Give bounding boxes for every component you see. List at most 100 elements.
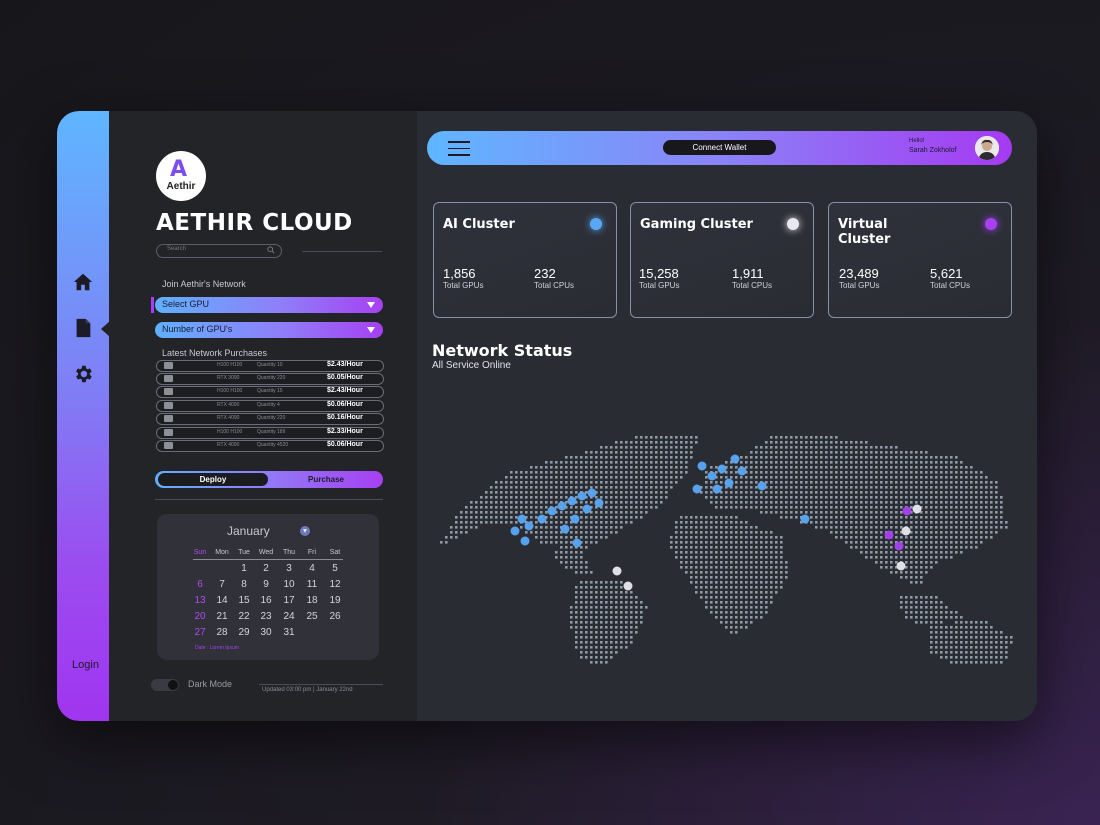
user-avatar-icon [975, 136, 999, 160]
calendar-day[interactable]: 13 [194, 595, 206, 606]
purchase-row[interactable]: H100 H100 Quantity 189 $2.33/Hour [156, 427, 384, 439]
calendar-day[interactable]: 6 [197, 579, 203, 590]
document-icon[interactable] [72, 317, 94, 339]
gpu-chip-icon [164, 442, 173, 449]
purchase-price: $2.43/Hour [327, 387, 363, 394]
gpu-chip-icon [164, 362, 173, 369]
latest-purchases-label: Latest Network Purchases [162, 348, 268, 358]
purchase-quantity: Quantity 15 [257, 388, 283, 394]
cluster-card-ai[interactable]: AI Cluster 1,856 Total GPUs 232 Total CP… [433, 202, 617, 318]
gpu-chip-icon [164, 388, 173, 395]
calendar-day[interactable]: 28 [216, 627, 228, 638]
purchase-price: $0.06/Hour [327, 441, 363, 448]
select-gpu-label: Select GPU [162, 299, 210, 309]
calendar-day[interactable]: 20 [194, 611, 206, 622]
calendar-day[interactable]: 5 [332, 563, 338, 574]
search-input[interactable]: Search [156, 244, 282, 258]
month-dropdown-icon[interactable] [300, 526, 310, 536]
purchase-row[interactable]: H100 H100 Quantity 15 $2.43/Hour [156, 386, 384, 398]
calendar-day[interactable]: 1 [241, 563, 247, 574]
gpu-chip-icon [164, 375, 173, 382]
connect-wallet-button[interactable]: Connect Wallet [663, 140, 776, 155]
calendar-day[interactable]: 30 [260, 627, 272, 638]
calendar-day[interactable]: 10 [283, 579, 295, 590]
cluster-title: AI Cluster [443, 217, 515, 232]
calendar-day[interactable]: 22 [238, 611, 250, 622]
network-status-subtitle: All Service Online [432, 360, 511, 371]
calendar-day[interactable]: 29 [238, 627, 250, 638]
login-link[interactable]: Login [72, 659, 99, 671]
calendar-day[interactable]: 15 [238, 595, 250, 606]
cluster-card-gaming[interactable]: Gaming Cluster 15,258 Total GPUs 1,911 T… [630, 202, 814, 318]
calendar-day[interactable]: 26 [329, 611, 341, 622]
purchase-quantity: Quantity 10 [257, 362, 283, 368]
menu-icon[interactable] [448, 141, 470, 156]
calendar-day[interactable]: 31 [283, 627, 295, 638]
calendar-day[interactable]: 2 [263, 563, 269, 574]
calendar-note: Date : Lorem Ipsum [195, 645, 239, 651]
purchase-row[interactable]: RTX 4090 Quantity 220 $0.16/Hour [156, 413, 384, 425]
weekday-label: Thu [282, 549, 296, 556]
logo-text: Aethir [166, 181, 196, 192]
divider [302, 251, 382, 252]
purchase-row[interactable]: H100 H100 Quantity 10 $2.43/Hour [156, 360, 384, 372]
calendar-day[interactable]: 24 [283, 611, 295, 622]
purchase-row[interactable]: RTX 4090 Quantity 4 $0.06/Hour [156, 400, 384, 412]
user-name: Sarah Zokholof [909, 147, 957, 154]
purchase-price: $2.43/Hour [327, 361, 363, 368]
calendar-day[interactable]: 4 [309, 563, 315, 574]
chevron-down-icon [367, 327, 375, 333]
gear-icon[interactable] [72, 363, 94, 385]
weekday-label: Tue [238, 549, 250, 556]
purchase-gpu: H100 H100 [217, 429, 243, 435]
gpu-chip-icon [164, 429, 173, 436]
calendar-day[interactable]: 19 [329, 595, 341, 606]
status-dot-icon [985, 218, 997, 230]
join-network-label: Join Aethir's Network [162, 279, 246, 289]
purchase-gpu: RTX 4090 [217, 415, 240, 421]
purchase-quantity: Quantity 220 [257, 375, 286, 381]
divider [155, 499, 383, 500]
purchase-price: $0.05/Hour [327, 374, 363, 381]
total-cpus-value: 1,911 [732, 266, 764, 281]
calendar-day[interactable]: 11 [306, 579, 318, 590]
search-placeholder: Search [167, 246, 187, 252]
dark-mode-toggle[interactable] [151, 679, 179, 691]
active-nav-indicator [101, 321, 110, 337]
purchase-quantity: Quantity 220 [257, 415, 286, 421]
purchase-row[interactable]: RTX 3090 Quantity 220 $0.05/Hour [156, 373, 384, 385]
purchase-gpu: RTX 4090 [217, 442, 240, 448]
purchase-gpu: RTX 3090 [217, 375, 240, 381]
calendar-day[interactable]: 8 [241, 579, 247, 590]
purchase-button[interactable]: Purchase [307, 475, 345, 484]
calendar-day[interactable]: 16 [260, 595, 272, 606]
aethir-logo: A Aethir [156, 151, 206, 201]
home-icon[interactable] [72, 271, 94, 293]
calendar-day[interactable]: 9 [263, 579, 269, 590]
calendar-day[interactable]: 27 [194, 627, 206, 638]
total-gpus-label: Total GPUs [839, 281, 880, 290]
calendar-day[interactable]: 17 [283, 595, 295, 606]
calendar-day[interactable]: 14 [216, 595, 228, 606]
top-bar: Connect Wallet Hello! Sarah Zokholof [427, 131, 1012, 165]
total-gpus-label: Total GPUs [639, 281, 680, 290]
calendar-day[interactable]: 25 [306, 611, 318, 622]
avatar[interactable] [975, 136, 999, 160]
number-of-gpus-dropdown[interactable]: Number of GPU's [155, 322, 383, 338]
calendar-day[interactable]: 3 [286, 563, 292, 574]
purchase-quantity: Quantity 189 [257, 429, 286, 435]
calendar-day[interactable]: 7 [219, 579, 225, 590]
total-cpus-label: Total CPUs [534, 281, 575, 290]
purchase-row[interactable]: RTX 4090 Quantity 4520 $0.06/Hour [156, 440, 384, 452]
calendar-day[interactable]: 18 [306, 595, 318, 606]
weekday-label: Fri [307, 549, 317, 556]
deploy-button[interactable]: Deploy [158, 473, 268, 486]
calendar-day[interactable]: 21 [216, 611, 228, 622]
status-dot-icon [590, 218, 602, 230]
cluster-card-virtual[interactable]: Virtual Cluster 23,489 Total GPUs 5,621 … [828, 202, 1012, 318]
select-gpu-dropdown[interactable]: Select GPU [155, 297, 383, 313]
calendar-day[interactable]: 12 [329, 579, 341, 590]
calendar-day[interactable]: 23 [260, 611, 272, 622]
purchase-gpu: H100 H100 [217, 388, 243, 394]
total-cpus-value: 5,621 [930, 266, 963, 281]
